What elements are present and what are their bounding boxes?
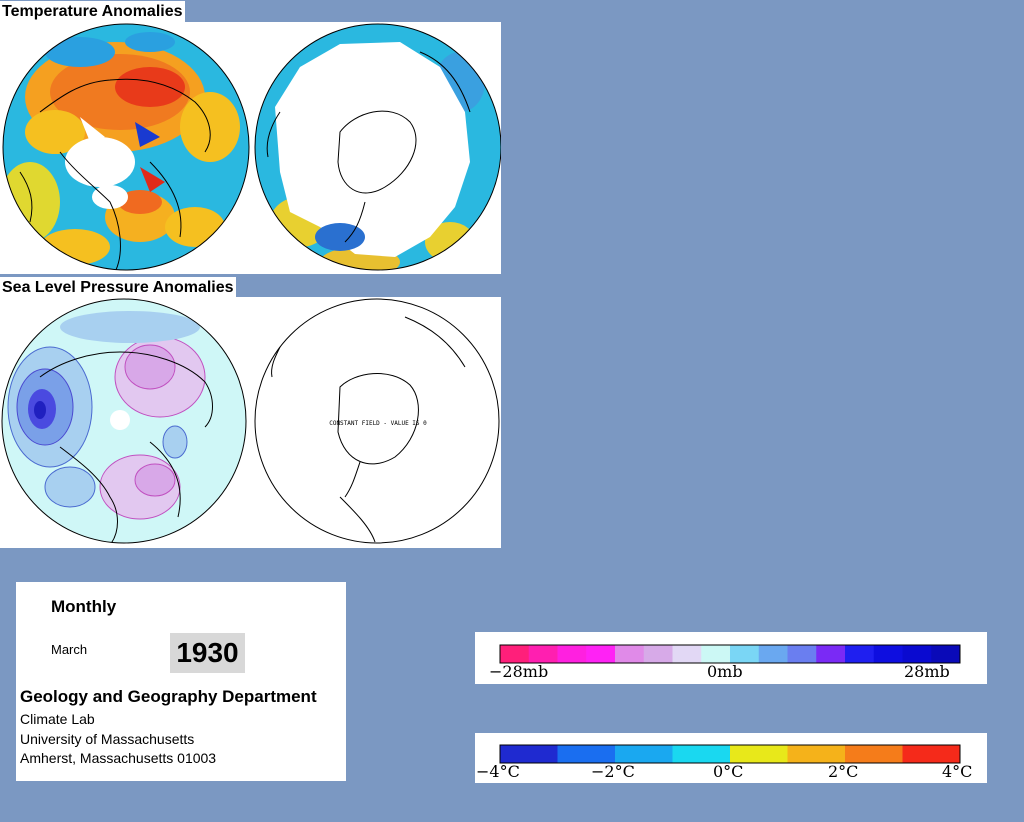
pressure-swatch-10 <box>787 645 817 663</box>
temperature-swatch-1 <box>557 745 616 763</box>
frequency-label: Monthly <box>51 597 117 616</box>
lab-name: Climate Lab <box>20 711 95 727</box>
pressure-swatch-7 <box>701 645 731 663</box>
pressure-swatch-8 <box>730 645 760 663</box>
temperature-legend-p2: 2°C <box>828 762 858 781</box>
temperature-swatch-6 <box>845 745 903 763</box>
pressure-swatch-13 <box>873 645 903 663</box>
temperature-section-title: Temperature Anomalies <box>0 1 185 22</box>
pressure-bar-border <box>499 644 961 664</box>
temperature-swatch-3 <box>672 745 731 763</box>
pressure-section-title: Sea Level Pressure Anomalies <box>0 277 236 298</box>
temperature-map-south <box>255 24 501 270</box>
pressure-swatch-0 <box>500 645 530 663</box>
address-line: Amherst, Massachusetts 01003 <box>20 750 217 766</box>
pressure-swatch-6 <box>672 645 702 663</box>
pressure-legend-min: −28mb <box>489 662 548 681</box>
temperature-map-north <box>3 24 249 270</box>
temperature-legend-mid: 0°C <box>713 762 743 781</box>
pressure-swatch-14 <box>902 645 932 663</box>
pressure-swatch-12 <box>845 645 875 663</box>
pressure-swatch-4 <box>615 645 645 663</box>
temperature-maps-panel <box>0 22 501 274</box>
pressure-swatch-15 <box>931 645 961 663</box>
pressure-swatch-9 <box>758 645 788 663</box>
temperature-swatch-0 <box>500 745 558 763</box>
pressure-color-bar <box>499 644 961 664</box>
temperature-legend-min: −4°C <box>476 762 520 781</box>
pressure-swatch-2 <box>557 645 587 663</box>
pressure-legend-mid: 0mb <box>707 662 743 681</box>
year-label: 1930 <box>170 633 245 673</box>
pressure-swatch-1 <box>528 645 558 663</box>
temperature-swatch-7 <box>902 745 961 763</box>
constant-field-annotation: CONSTANT FIELD - VALUE IS 0 <box>329 420 427 427</box>
pressure-swatch-5 <box>643 645 673 663</box>
temperature-bar-border <box>499 744 961 764</box>
pressure-legend: −28mb 0mb 28mb <box>475 632 987 684</box>
temperature-legend-max: 4°C <box>942 762 972 781</box>
pressure-map-north <box>2 299 246 543</box>
pressure-legend-max: 28mb <box>904 662 950 681</box>
pressure-map-south: CONSTANT FIELD - VALUE IS 0 <box>254 298 500 544</box>
temperature-swatch-4 <box>730 745 788 763</box>
temperature-swatch-5 <box>787 745 846 763</box>
temperature-color-bar <box>499 744 961 764</box>
pressure-swatch-3 <box>586 645 616 663</box>
temperature-legend: −4°C −2°C 0°C 2°C 4°C <box>475 733 987 783</box>
pressure-swatch-11 <box>816 645 846 663</box>
university-name: University of Massachusetts <box>20 731 195 747</box>
pressure-maps-panel: CONSTANT FIELD - VALUE IS 0 <box>0 297 501 548</box>
temperature-swatch-2 <box>615 745 673 763</box>
temperature-legend-m2: −2°C <box>591 762 635 781</box>
department-name: Geology and Geography Department <box>20 687 317 706</box>
month-label: March <box>51 642 88 657</box>
info-box: Monthly March 1930 Geology and Geography… <box>16 582 346 781</box>
